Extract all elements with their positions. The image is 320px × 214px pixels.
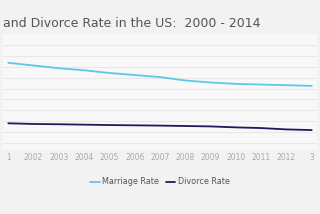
Marriage Rate	[133, 74, 137, 76]
Marriage Rate	[183, 79, 187, 82]
Divorce Rate	[82, 123, 86, 126]
Marriage Rate	[158, 76, 162, 78]
Divorce Rate	[209, 125, 212, 128]
Line: Divorce Rate: Divorce Rate	[8, 123, 312, 130]
Marriage Rate	[234, 83, 238, 85]
Divorce Rate	[133, 124, 137, 127]
Divorce Rate	[108, 124, 111, 126]
Marriage Rate	[57, 67, 61, 70]
Marriage Rate	[284, 84, 288, 86]
Legend: Marriage Rate, Divorce Rate: Marriage Rate, Divorce Rate	[87, 174, 233, 190]
Marriage Rate	[82, 69, 86, 71]
Divorce Rate	[32, 123, 36, 125]
Divorce Rate	[183, 125, 187, 127]
Marriage Rate	[6, 61, 10, 64]
Marriage Rate	[108, 72, 111, 74]
Marriage Rate	[310, 85, 314, 87]
Divorce Rate	[310, 129, 314, 131]
Text: and Divorce Rate in the US:  2000 - 2014: and Divorce Rate in the US: 2000 - 2014	[3, 17, 261, 30]
Marriage Rate	[209, 81, 212, 84]
Marriage Rate	[259, 83, 263, 86]
Divorce Rate	[158, 124, 162, 127]
Divorce Rate	[57, 123, 61, 126]
Line: Marriage Rate: Marriage Rate	[8, 63, 312, 86]
Divorce Rate	[234, 126, 238, 129]
Divorce Rate	[259, 127, 263, 129]
Marriage Rate	[32, 64, 36, 67]
Divorce Rate	[6, 122, 10, 125]
Divorce Rate	[284, 128, 288, 131]
